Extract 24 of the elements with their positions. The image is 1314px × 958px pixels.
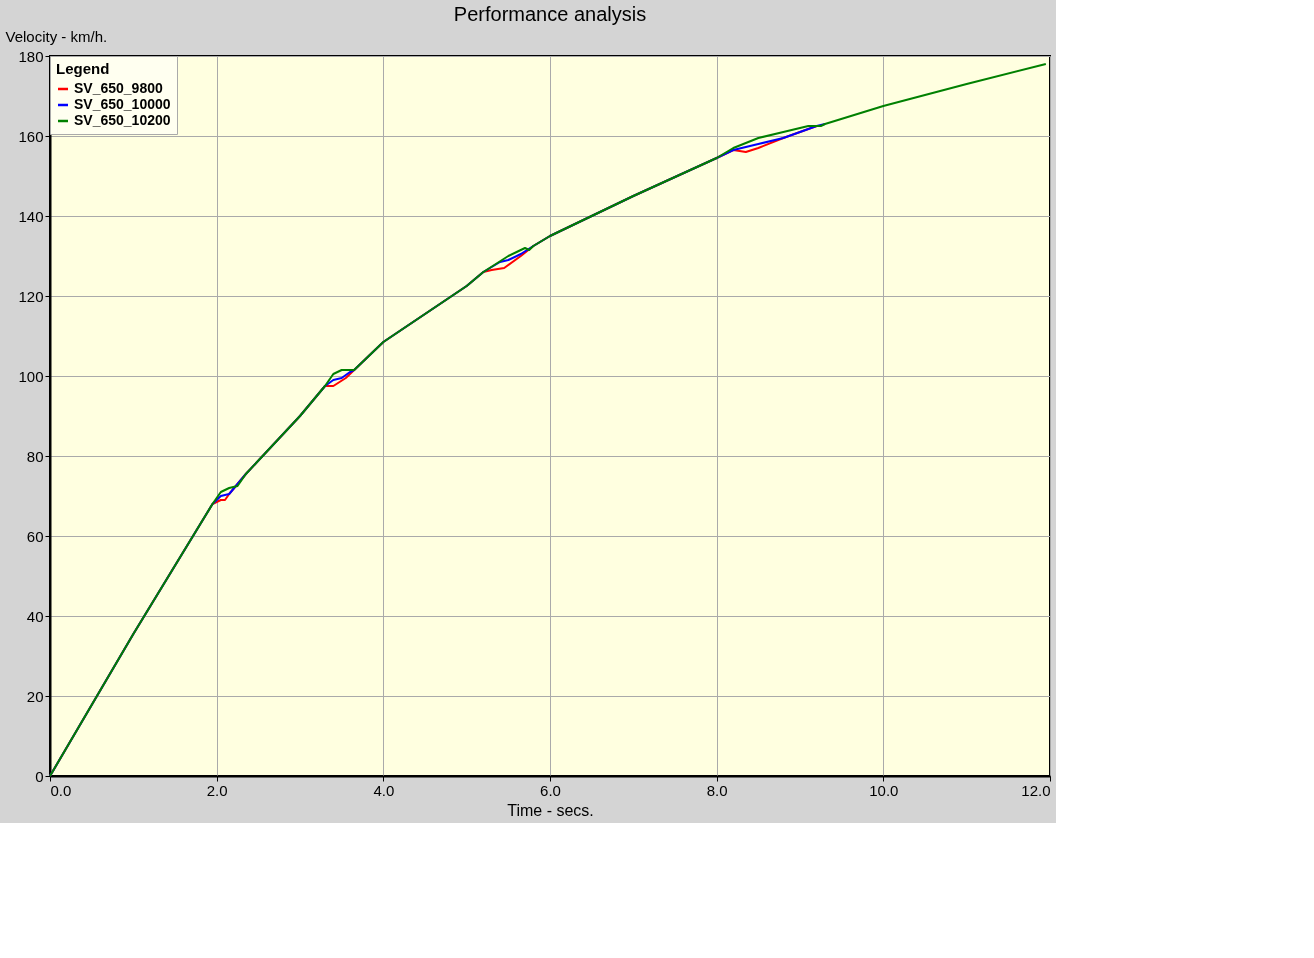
y-tick-label: 80 (26, 447, 44, 465)
y-tick-label: 40 (26, 607, 44, 625)
y-axis-title: Velocity - km/h. (5, 27, 108, 45)
x-tick-label: 4.0 (373, 781, 395, 799)
x-tick-label: 12.0 (1021, 781, 1051, 799)
legend-label: SV_650_9800 (74, 80, 163, 96)
y-tick-label: 160 (18, 127, 44, 145)
y-tick-label: 180 (18, 47, 44, 65)
y-tick-label: 60 (26, 527, 44, 545)
legend-label: SV_650_10000 (74, 96, 171, 112)
legend-title: Legend (56, 60, 110, 77)
x-tick-label: 10.0 (869, 781, 899, 799)
y-tick-label: 0 (35, 767, 44, 785)
x-axis-title: Time - secs. (507, 801, 594, 819)
y-tick-label: 120 (18, 287, 44, 305)
y-tick-label: 20 (26, 687, 44, 705)
legend-label: SV_650_10200 (74, 112, 171, 128)
x-tick-label: 0.0 (50, 781, 72, 799)
x-tick-label: 8.0 (706, 781, 728, 799)
y-tick-label: 100 (18, 367, 44, 385)
x-tick-label: 6.0 (540, 781, 561, 799)
y-tick-label: 140 (18, 207, 44, 225)
chart-title: Performance analysis (453, 3, 647, 25)
x-tick-label: 2.0 (206, 781, 228, 799)
